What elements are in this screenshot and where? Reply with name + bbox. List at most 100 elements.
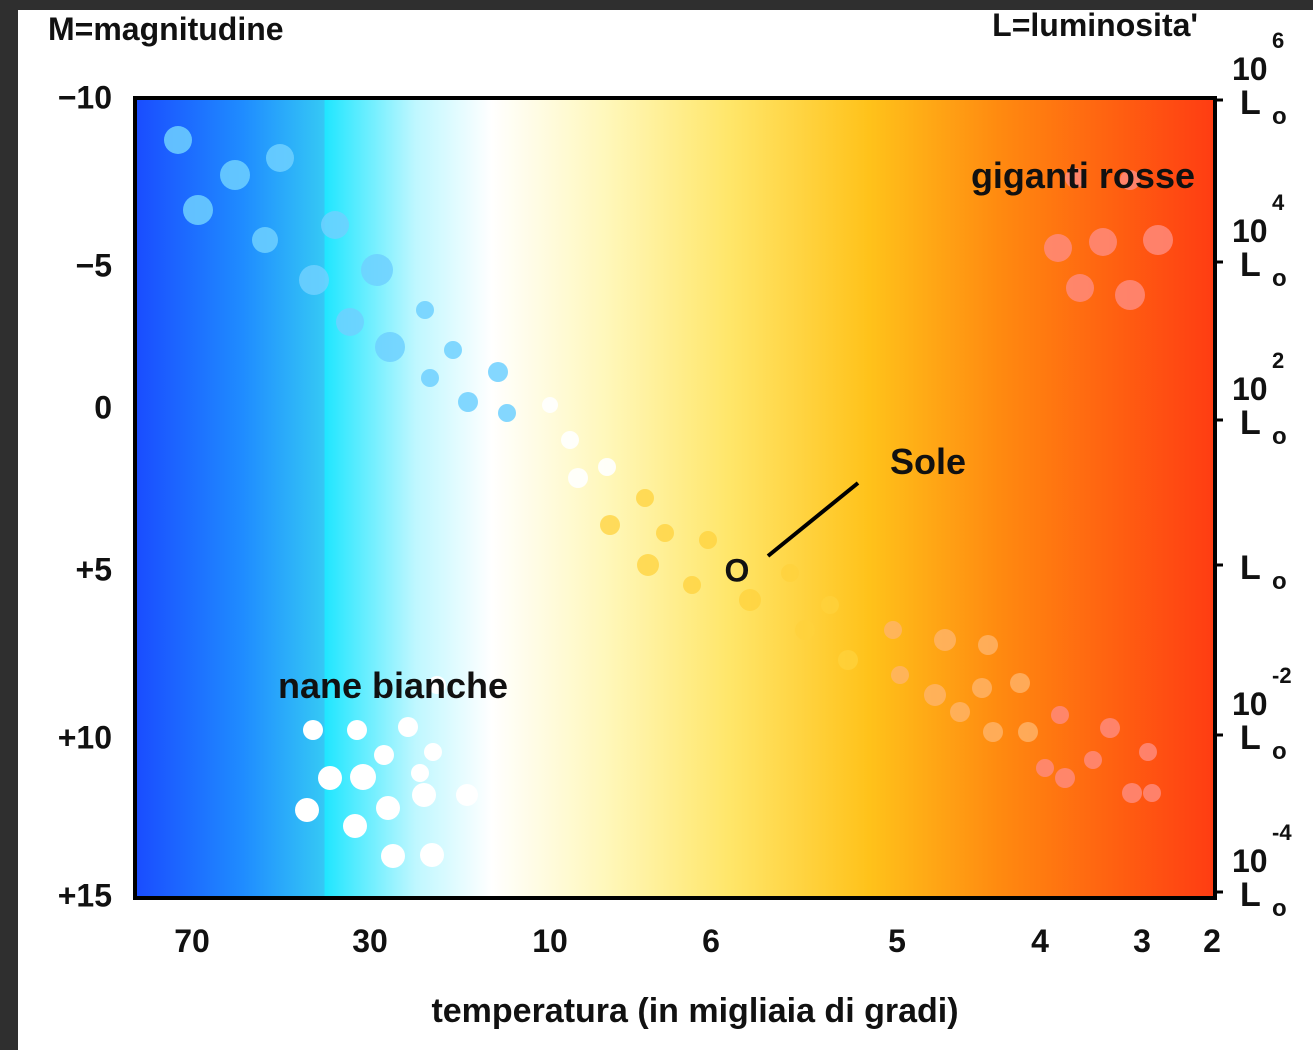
lum-sub: o (1272, 738, 1287, 765)
star (456, 784, 478, 806)
star (398, 717, 418, 737)
lum-sub: o (1272, 423, 1287, 450)
star (1036, 759, 1054, 777)
star (600, 515, 620, 535)
star (266, 144, 294, 172)
star (891, 666, 909, 684)
star (568, 468, 588, 488)
annotation: Sole (890, 441, 966, 482)
star (488, 362, 508, 382)
plot-area (133, 96, 1217, 900)
annotation: giganti rosse (971, 155, 1195, 196)
lum-sub: o (1272, 103, 1287, 130)
star (924, 684, 946, 706)
star (376, 796, 400, 820)
header-right: L=luminosita' (992, 7, 1198, 43)
star (637, 554, 659, 576)
annotation: nane bianche (278, 665, 508, 706)
star (416, 301, 434, 319)
y-tick-label: +5 (76, 551, 112, 587)
lum-base: 10 (1232, 686, 1268, 722)
lum-base: 10 (1232, 371, 1268, 407)
star (1051, 706, 1069, 724)
star (821, 596, 839, 614)
y-tick-label: 0 (94, 389, 112, 425)
lum-unit: L (1240, 404, 1261, 442)
lum-unit: L (1240, 549, 1261, 587)
star (336, 308, 364, 336)
stars (164, 126, 1173, 868)
star (343, 814, 367, 838)
star (978, 635, 998, 655)
y-tick-label: +15 (58, 877, 112, 913)
star (420, 843, 444, 867)
star (375, 332, 405, 362)
lum-exp: -2 (1272, 663, 1292, 688)
lum-base: 10 (1232, 213, 1268, 249)
star (444, 341, 462, 359)
y-tick-label: −10 (58, 79, 112, 115)
star (424, 743, 442, 761)
star (561, 431, 579, 449)
star (1143, 784, 1161, 802)
star (295, 798, 319, 822)
lum-exp: -4 (1272, 820, 1292, 845)
star (683, 576, 701, 594)
star (318, 766, 342, 790)
lum-sub: o (1272, 568, 1287, 595)
lum-sub: o (1272, 895, 1287, 922)
star (542, 397, 558, 413)
star (1122, 783, 1142, 803)
lum-unit: L (1240, 246, 1261, 284)
star (1139, 743, 1157, 761)
star (884, 621, 902, 639)
star (361, 254, 393, 286)
lum-unit: L (1240, 719, 1261, 757)
star (950, 702, 970, 722)
star (656, 524, 674, 542)
star (164, 126, 192, 154)
star (411, 764, 429, 782)
lum-base: 10 (1232, 843, 1268, 879)
star (458, 392, 478, 412)
star (1120, 170, 1140, 190)
star (1100, 718, 1120, 738)
star (739, 589, 761, 611)
star (1065, 168, 1085, 188)
star (421, 369, 439, 387)
star (350, 764, 376, 790)
star (972, 678, 992, 698)
star (183, 195, 213, 225)
lum-unit: L (1240, 84, 1261, 122)
star (636, 489, 654, 507)
lum-exp: 6 (1272, 28, 1284, 53)
star (1084, 751, 1102, 769)
star (1066, 274, 1094, 302)
y-tick-label: −5 (76, 247, 112, 283)
star (838, 650, 858, 670)
x-tick-label: 30 (352, 923, 388, 959)
star (1010, 673, 1030, 693)
star (1143, 225, 1173, 255)
x-tick-label: 10 (532, 923, 568, 959)
star (795, 620, 815, 640)
star (1115, 280, 1145, 310)
star (220, 160, 250, 190)
star (498, 404, 516, 422)
x-tick-label: 6 (702, 923, 720, 959)
star (598, 458, 616, 476)
x-tick-label: 3 (1133, 923, 1151, 959)
star (303, 720, 323, 740)
header-left: M=magnitudine (48, 11, 284, 47)
star (381, 844, 405, 868)
star (412, 783, 436, 807)
star (374, 745, 394, 765)
lum-sub: o (1272, 265, 1287, 292)
x-tick-label: 70 (174, 923, 210, 959)
star (347, 720, 367, 740)
x-tick-label: 2 (1203, 923, 1221, 959)
lum-exp: 2 (1272, 348, 1284, 373)
star (983, 722, 1003, 742)
star (299, 265, 329, 295)
